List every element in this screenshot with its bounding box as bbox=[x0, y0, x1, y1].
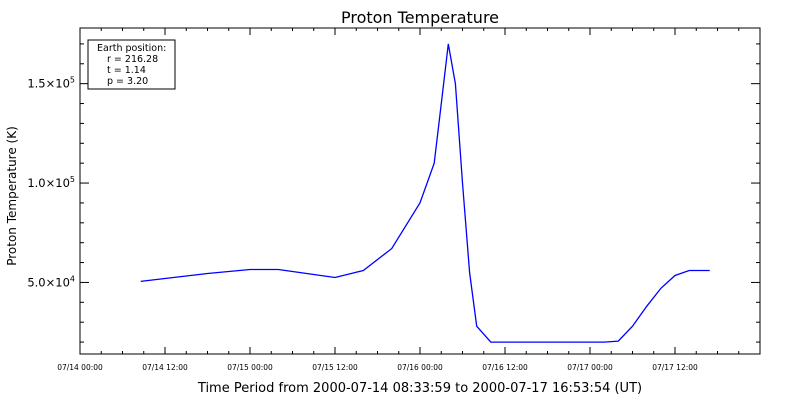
x-axis-label: Time Period from 2000-07-14 08:33:59 to … bbox=[197, 381, 642, 396]
y-tick-label: 1.5×105 bbox=[27, 76, 75, 91]
earth-position-t: t = 1.14 bbox=[107, 65, 146, 76]
y-tick-times: ×10 bbox=[46, 176, 70, 190]
y-tick-label: 1.0×105 bbox=[27, 175, 75, 190]
x-tick-label: 07/14 00:00 bbox=[57, 363, 103, 372]
x-tick-label: 07/16 12:00 bbox=[482, 363, 528, 372]
x-axis-ticks: 07/14 00:00 07/14 12:00 07/15 00:00 07/15 1… bbox=[57, 28, 698, 372]
y-tick-mantissa: 1.0 bbox=[27, 176, 45, 190]
earth-position-heading: Earth position: bbox=[97, 43, 166, 54]
y-tick-times: ×10 bbox=[46, 275, 70, 289]
chart-title: Proton Temperature bbox=[341, 8, 499, 27]
plot-frame bbox=[79, 27, 761, 355]
y-tick-mantissa: 1.5 bbox=[27, 77, 45, 91]
x-tick-label: 07/17 12:00 bbox=[652, 363, 698, 372]
x-tick-label: 07/14 12:00 bbox=[142, 363, 188, 372]
earth-position-box-frame bbox=[87, 39, 176, 90]
earth-position-r: r = 216.28 bbox=[107, 54, 158, 65]
x-tick-label: 07/17 00:00 bbox=[567, 363, 613, 372]
y-tick-times: ×10 bbox=[46, 77, 70, 91]
x-tick-label: 07/15 12:00 bbox=[312, 363, 358, 372]
earth-position-p: p = 3.20 bbox=[107, 76, 148, 87]
x-tick-label: 07/16 00:00 bbox=[397, 363, 443, 372]
y-tick-exponent: 5 bbox=[70, 175, 75, 184]
y-tick-label: 5.0×104 bbox=[27, 274, 75, 289]
series-line-proton-temperature bbox=[140, 43, 710, 343]
y-tick-exponent: 4 bbox=[70, 274, 75, 283]
minor-ticks bbox=[80, 28, 760, 354]
y-tick-exponent: 5 bbox=[70, 76, 75, 85]
x-tick-label: 07/15 00:00 bbox=[227, 363, 273, 372]
y-tick-mantissa: 5.0 bbox=[27, 275, 45, 289]
earth-position-box: Earth position: r = 216.28 t = 1.14 p = … bbox=[87, 39, 176, 90]
y-axis-label: Proton Temperature (K) bbox=[5, 126, 19, 266]
